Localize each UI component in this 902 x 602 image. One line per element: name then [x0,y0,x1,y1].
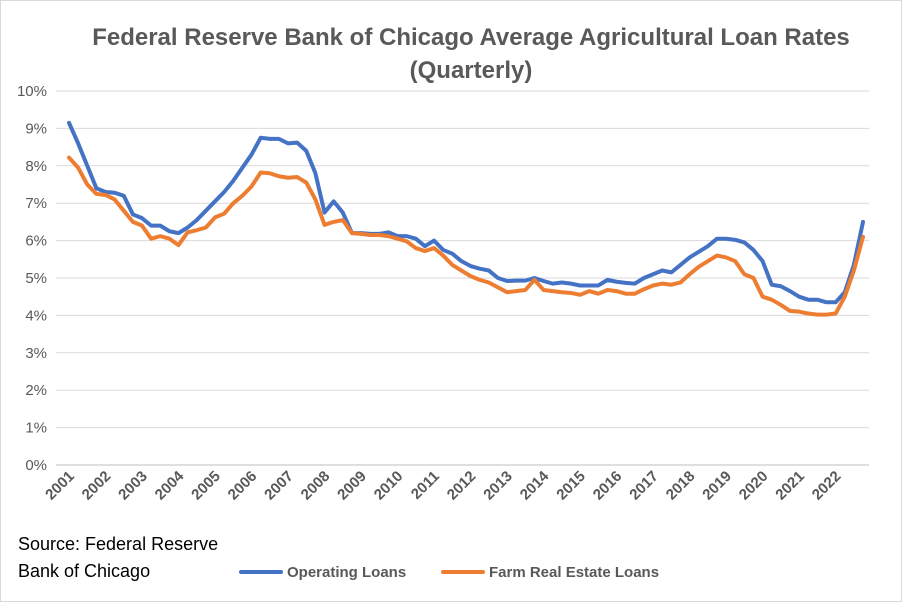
y-tick-label: 2% [25,382,47,399]
y-tick-label: 5% [25,270,47,287]
x-tick-label: 2005 [188,468,224,504]
x-tick-label: 2003 [115,468,151,504]
data-line [67,155,865,317]
x-tick-label: 2021 [772,468,808,504]
y-tick-label: 3% [25,345,47,362]
x-tick-label: 2011 [408,468,443,503]
y-tick-label: 7% [25,195,47,212]
source-note: Source: Federal Reserve Bank of Chicago [18,531,258,585]
source-line: Source: Federal Reserve [18,534,219,554]
x-tick-label: 2008 [298,468,334,504]
y-tick-label: 8% [25,158,47,175]
x-tick-label: 2001 [42,468,78,504]
x-tick-label: 2018 [663,468,699,504]
x-tick-label: 2017 [626,468,662,504]
x-tick-label: 2014 [517,467,553,503]
y-tick-label: 0% [25,457,47,474]
x-tick-label: 2016 [590,468,626,504]
x-tick-label: 2015 [553,468,589,504]
x-tick-label: 2009 [334,468,370,504]
x-tick-label: 2020 [736,468,772,504]
y-tick-label: 1% [25,420,47,437]
x-tick-label: 2004 [152,467,188,503]
chart-title: Federal Reserve Bank of Chicago Average … [92,24,850,84]
x-tick-label: 2006 [225,468,261,504]
legend-label: Farm Real Estate Loans [489,564,659,581]
x-tick-label: 2013 [480,468,516,504]
x-tick-label: 2010 [371,468,407,504]
y-tick-label: 6% [25,233,47,250]
x-tick-label: 2012 [444,468,480,504]
y-tick-label: 4% [25,307,47,324]
legend-label: Operating Loans [287,564,406,581]
x-tick-label: 2019 [699,468,735,504]
x-tick-label: 2002 [79,468,115,504]
y-tick-label: 9% [25,120,47,137]
data-line [67,120,865,305]
source-line: Bank of Chicago [18,561,151,581]
x-tick-label: 2007 [261,468,297,504]
y-tick-label: 10% [17,83,47,100]
x-tick-label: 2022 [809,468,845,504]
